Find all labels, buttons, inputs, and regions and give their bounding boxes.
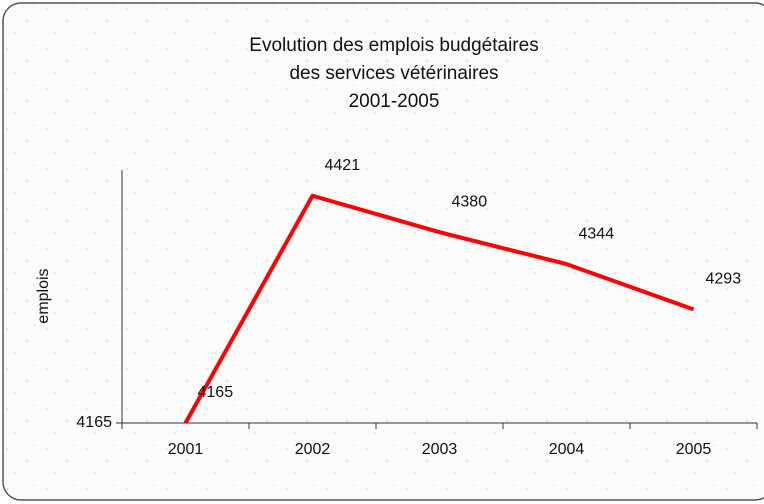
- data-label: 4293: [706, 271, 742, 288]
- data-label: 4165: [198, 384, 234, 401]
- chart-title: Evolution des emplois budgétaires: [249, 35, 538, 56]
- data-line: [183, 193, 695, 424]
- x-tick-label: 2001: [168, 441, 204, 458]
- y-tick-label: 4165: [76, 414, 112, 431]
- y-axis-label: emplois: [35, 268, 52, 323]
- x-tick-label: 2004: [549, 441, 585, 458]
- chart-title: des services vétérinaires: [289, 63, 498, 84]
- chart-title: 2001-2005: [349, 91, 440, 112]
- data-label: 4344: [579, 225, 615, 242]
- x-tick-label: 2003: [422, 441, 458, 458]
- data-label: 4421: [325, 157, 361, 174]
- x-tick-label: 2005: [676, 441, 712, 458]
- x-tick-label: 2002: [295, 441, 331, 458]
- data-label: 4380: [452, 193, 488, 210]
